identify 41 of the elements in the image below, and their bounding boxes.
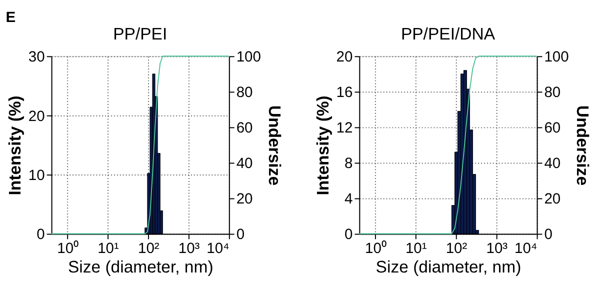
chart-title: PP/PEI [113,24,168,44]
y2-tick-label: 80 [236,85,253,102]
y2-tick-label: 20 [544,192,561,208]
y-tick-label: 4 [344,192,353,208]
y-axis-title: Intensity (%) [6,96,25,196]
x-tick-label: 10³ [178,241,200,258]
y-tick-label: 20 [28,108,45,125]
y2-tick-label: 0 [236,227,245,244]
x-tick-label: 10⁰ [57,240,79,258]
y2-tick-label: 80 [544,85,561,102]
x-tick-label: 10² [446,241,468,258]
y2-tick-label: 60 [544,120,561,137]
y2-tick-label: 40 [544,156,561,172]
y2-axis-title: Undersize [572,105,592,186]
y-tick-label: 16 [336,85,353,102]
y2-tick-label: 40 [236,156,253,172]
x-tick-label: 10¹ [98,241,120,258]
y-tick-label: 8 [344,156,353,172]
y2-tick-label: 20 [236,192,253,208]
y2-tick-label: 60 [236,120,253,137]
y-tick-label: 10 [28,168,45,184]
y-tick-label: 30 [28,50,45,66]
x-tick-label: 10⁰ [365,240,386,258]
x-tick-label: 10³ [486,241,508,258]
y-tick-label: 0 [36,227,45,244]
y-tick-label: 20 [336,50,353,66]
x-axis-title: Size (diameter, nm) [376,258,522,277]
y2-axis-title: Undersize [264,105,284,186]
chart-title: PP/PEI/DNA [400,24,496,44]
y-tick-label: 0 [344,227,353,244]
x-tick-label: 10² [138,241,160,258]
x-tick-label: 10¹ [405,241,427,258]
y-axis-title: Intensity (%) [313,96,332,196]
text: E [6,10,16,26]
y-tick-label: 12 [336,120,353,137]
y2-tick-label: 0 [544,227,552,244]
x-tick-label: 10⁴ [514,241,538,258]
y2-tick-label: 100 [544,50,569,66]
y2-tick-label: 100 [236,50,262,66]
x-axis-title: Size (diameter, nm) [68,258,214,277]
x-tick-label: 10⁴ [206,241,230,258]
